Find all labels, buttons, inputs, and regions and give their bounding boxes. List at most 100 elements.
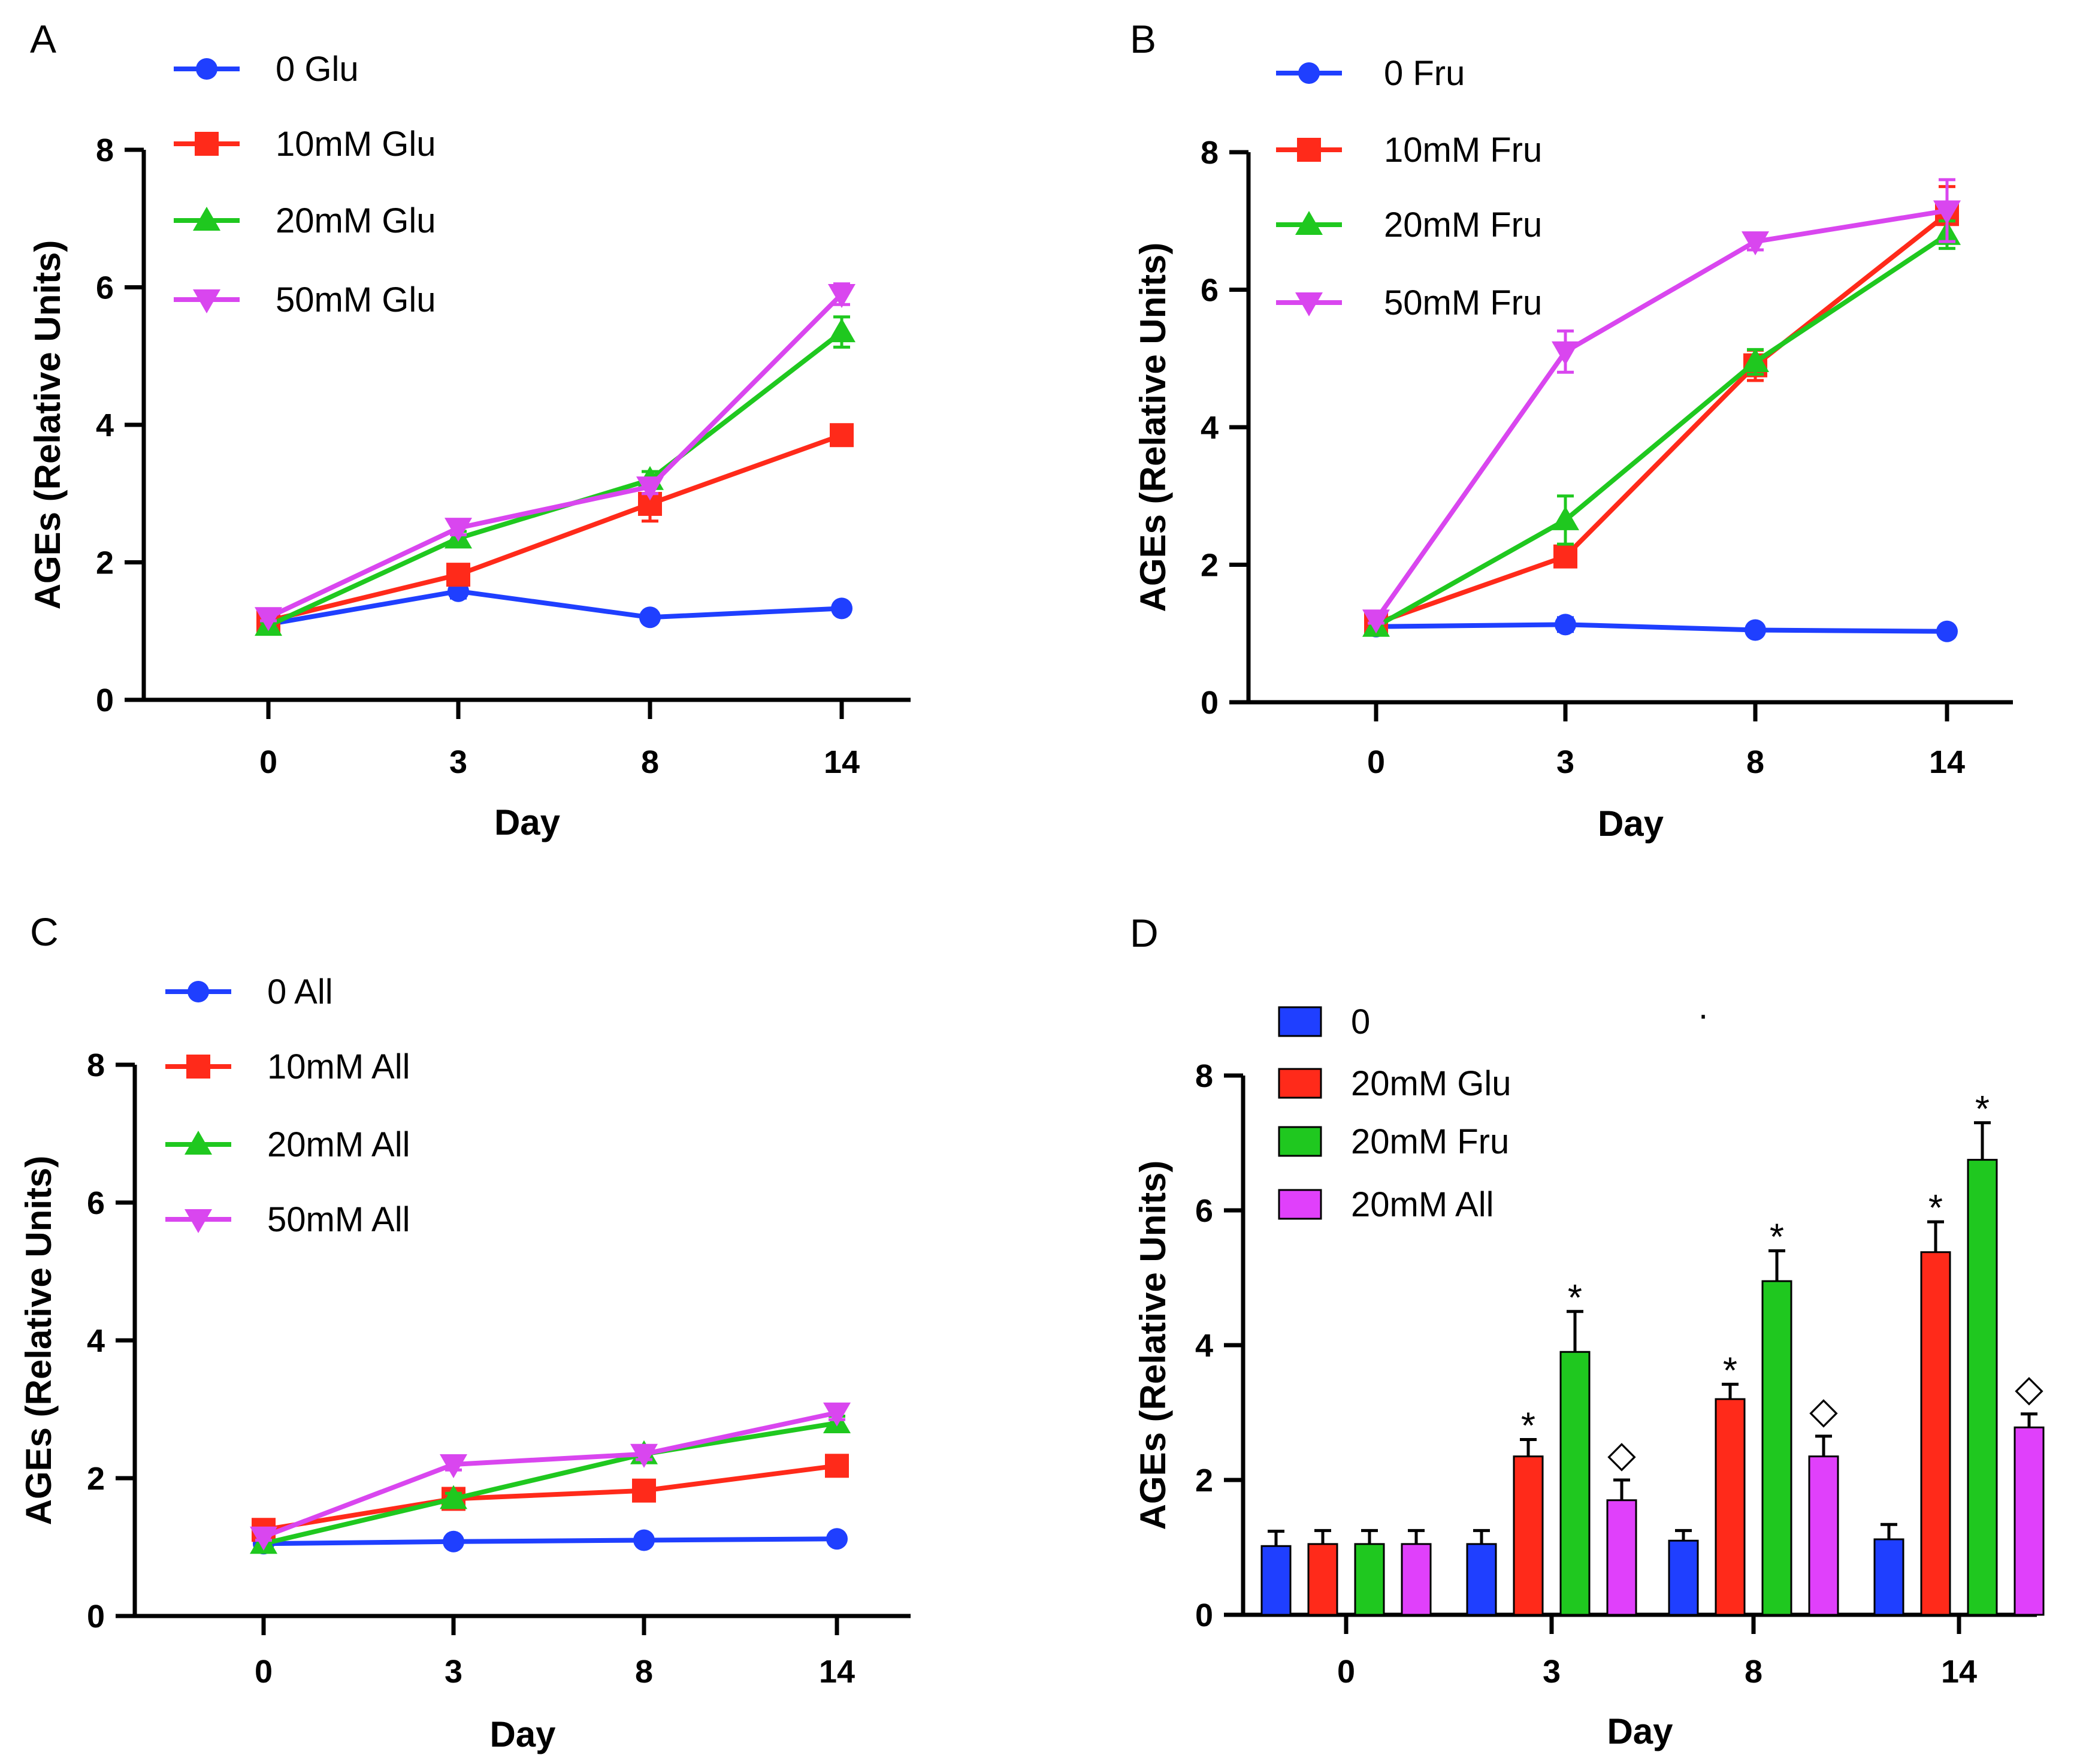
series-line <box>263 1463 838 1533</box>
x-tick-label: 8 <box>1746 744 1764 780</box>
legend-label: 0 Glu <box>276 50 359 89</box>
significance-diamond: ◇ <box>2015 1368 2043 1409</box>
significance-star: * <box>1975 1089 1990 1130</box>
y-tick-label: 0 <box>1201 685 1219 721</box>
data-point <box>826 1528 848 1550</box>
series-0 <box>1260 1523 1904 1616</box>
series-50mm-all <box>250 1402 851 1551</box>
bar <box>1307 1543 1338 1616</box>
legend-label: 20mM All <box>1351 1185 1494 1224</box>
bar <box>1715 1398 1746 1616</box>
x-axis-title: Day <box>489 1714 556 1754</box>
series-50mm-fru <box>1362 178 1961 634</box>
data-point <box>825 1454 849 1478</box>
data-point <box>440 1454 467 1478</box>
y-tick-label: 0 <box>87 1599 105 1635</box>
data-point <box>445 518 472 542</box>
x-axis-title: Day <box>1607 1711 1673 1751</box>
legend-marker <box>1295 292 1323 316</box>
chart-panel-d: D 0 2 4 6 8 0 3 8 14 Day AGEs (Relative Units) 0 * * * 2… <box>1130 911 2045 1751</box>
series-0-all <box>253 1528 848 1555</box>
legend-label: 20mM All <box>267 1125 410 1164</box>
series-20mm-all: ◇ ◇ ◇ <box>1401 1368 2045 1616</box>
bar <box>1808 1455 1839 1616</box>
bar <box>1967 1159 1998 1616</box>
x-tick-label: 14 <box>819 1654 855 1690</box>
legend-swatch <box>1278 1006 1322 1037</box>
legend-label: 20mM Fru <box>1351 1122 1509 1161</box>
series-line <box>1375 622 1948 634</box>
legend-swatch <box>1278 1189 1322 1220</box>
bar <box>1513 1455 1544 1616</box>
series-line <box>268 433 843 623</box>
legend-marker <box>186 1055 210 1079</box>
significance-diamond: ◇ <box>1809 1390 1838 1431</box>
x-tick-label: 8 <box>1745 1654 1762 1690</box>
series-line <box>268 588 842 627</box>
series-line <box>263 1421 838 1546</box>
legend-label: 10mM Fru <box>1384 131 1542 170</box>
y-axis-title: AGEs (Relative Units) <box>1133 243 1173 612</box>
legend-marker <box>1295 211 1323 235</box>
bar <box>1668 1539 1699 1616</box>
x-axis-title: Day <box>1598 804 1664 844</box>
chart-panel-a: A 0 2 4 6 8 0 3 8 14 Day AGEs (Relative Units) 0 Glu… <box>28 17 911 842</box>
y-axis-title: AGEs (Relative Units) <box>28 240 68 610</box>
y-axis-title: AGEs (Relative Units) <box>19 1156 59 1526</box>
series-line <box>267 292 844 620</box>
x-tick-label: 14 <box>824 744 860 780</box>
x-tick-label: 0 <box>1367 744 1385 780</box>
bar <box>1761 1280 1792 1616</box>
significance-star: * <box>1928 1188 1943 1229</box>
x-tick-label: 8 <box>635 1654 653 1690</box>
legend-label: 10mM Glu <box>276 125 436 164</box>
data-point <box>443 1530 464 1552</box>
data-point <box>1742 231 1769 256</box>
data-point <box>1553 544 1577 569</box>
legend-label: 20mM Fru <box>1384 206 1542 244</box>
x-tick-label: 0 <box>1337 1654 1355 1690</box>
bar <box>1466 1543 1497 1616</box>
bar <box>2014 1426 2045 1616</box>
data-point <box>446 563 470 587</box>
panel-letter: D <box>1130 911 1159 955</box>
significance-diamond: ◇ <box>1607 1434 1636 1475</box>
legend-swatch <box>1278 1068 1322 1099</box>
legend-marker <box>188 981 209 1002</box>
series-20mm-fru: * * * <box>1354 1089 1998 1616</box>
y-tick-label: 2 <box>1195 1463 1213 1499</box>
data-point <box>633 1529 655 1551</box>
bar <box>1559 1351 1591 1616</box>
series-line <box>1374 208 1948 621</box>
data-point <box>1742 348 1769 372</box>
significance-star: * <box>1770 1217 1784 1258</box>
y-axis-title: AGEs (Relative Units) <box>1133 1161 1173 1530</box>
series-0-fru <box>1365 614 1958 642</box>
data-point <box>630 1443 658 1468</box>
series-line <box>263 1536 838 1546</box>
data-point <box>830 423 854 448</box>
legend-marker <box>185 1209 212 1233</box>
bar <box>1354 1543 1385 1616</box>
data-point <box>1936 620 1958 642</box>
y-tick-label: 8 <box>1195 1058 1213 1094</box>
y-tick-label: 4 <box>96 407 114 443</box>
y-tick-label: 6 <box>1195 1193 1213 1229</box>
series-line <box>267 330 844 628</box>
legend-marker <box>193 207 220 231</box>
y-tick-label: 0 <box>96 682 114 718</box>
legend-label: 50mM Glu <box>276 280 436 319</box>
series-line <box>1375 232 1949 629</box>
series-20mm-glu <box>255 315 855 636</box>
data-point <box>823 1402 851 1427</box>
x-tick-label: 0 <box>259 744 277 780</box>
series-20mm-glu: * * * <box>1307 1188 1951 1616</box>
y-tick-label: 8 <box>96 132 114 168</box>
chart-panel-c: C 0 2 4 6 8 0 3 8 14 Day AGEs (Relative Units) 0 All… <box>19 910 911 1754</box>
y-tick-label: 6 <box>1201 273 1219 309</box>
legend-label: 0 All <box>267 972 333 1011</box>
data-point <box>828 283 855 308</box>
y-tick-label: 6 <box>96 270 114 306</box>
legend-marker <box>1297 138 1321 162</box>
